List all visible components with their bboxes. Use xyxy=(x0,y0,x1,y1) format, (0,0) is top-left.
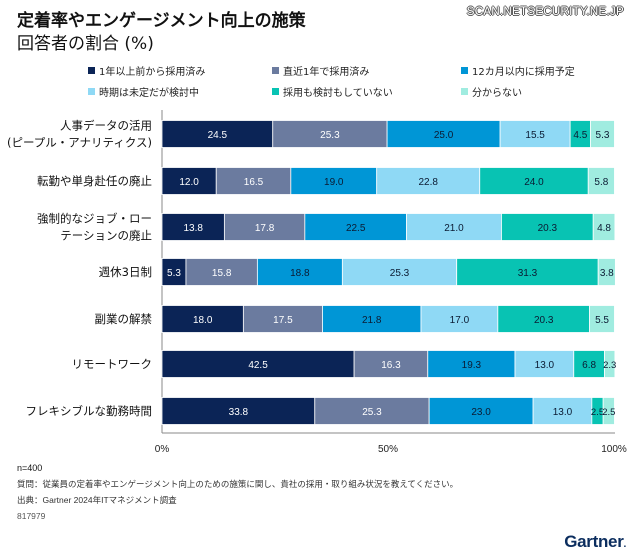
data-label: 19.0 xyxy=(324,177,344,188)
data-label: 4.8 xyxy=(597,223,611,234)
category-label: (ピープル・アナリティクス) xyxy=(7,136,152,150)
chart-title: 定着率やエンゲージメント向上の施策 xyxy=(17,11,306,31)
data-label: 16.3 xyxy=(381,360,401,371)
bar-segment xyxy=(420,305,499,333)
data-label: 18.0 xyxy=(193,315,213,326)
x-tick-label: 0% xyxy=(155,444,170,455)
bar-segment xyxy=(322,305,422,333)
bar-segment xyxy=(604,350,616,378)
bar-segment xyxy=(161,397,316,425)
bar-segment xyxy=(376,167,481,195)
category-label: 週休3日制 xyxy=(99,265,152,279)
category-label: 副業の解禁 xyxy=(95,312,153,326)
data-label: 6.8 xyxy=(582,360,596,371)
bar-segment xyxy=(428,397,534,425)
bar-segment xyxy=(587,167,615,195)
bar-segment xyxy=(501,213,594,241)
data-label: 5.8 xyxy=(594,177,608,188)
category-label: フレキシブルな勤務時間 xyxy=(26,404,153,418)
data-label: 21.0 xyxy=(444,223,464,234)
data-label: 25.3 xyxy=(390,268,410,279)
data-label: 25.3 xyxy=(362,407,382,418)
bar-segment xyxy=(256,258,343,286)
data-label: 24.0 xyxy=(524,177,544,188)
bar-segment xyxy=(272,120,388,148)
data-label: 15.5 xyxy=(525,130,545,141)
x-tick-label: 50% xyxy=(378,444,398,455)
bar-segment xyxy=(242,305,323,333)
category-label: リモートワーク xyxy=(72,357,153,371)
data-label: 25.0 xyxy=(434,130,454,141)
x-tick-label: 100% xyxy=(601,444,627,455)
data-label: 5.3 xyxy=(167,268,181,279)
question-note: 質問：従業員の定着率やエンゲージメント向上のための施策に関し、貴社の採用・取り組… xyxy=(17,479,459,489)
bar-segment xyxy=(161,120,274,148)
data-label: 4.5 xyxy=(573,130,587,141)
data-label: 2.5 xyxy=(591,407,604,418)
data-label: 20.3 xyxy=(538,223,558,234)
gartner-logo: Gartner. xyxy=(564,532,626,552)
data-label: 33.8 xyxy=(229,407,249,418)
figure-id: 817979 xyxy=(17,511,46,521)
bar-segment xyxy=(590,120,615,148)
bar-segment xyxy=(597,258,616,286)
data-label: 23.0 xyxy=(471,407,491,418)
data-label: 21.8 xyxy=(362,315,382,326)
chart-subtitle: 回答者の割合 (%) xyxy=(17,34,154,54)
bar-segment xyxy=(341,258,458,286)
bar-segment xyxy=(589,305,615,333)
data-label: 15.8 xyxy=(212,268,232,279)
data-label: 22.8 xyxy=(418,177,438,188)
data-label: 17.8 xyxy=(255,223,275,234)
bar-segment xyxy=(479,167,589,195)
category-label: 人事データの活用 xyxy=(60,119,152,133)
data-label: 5.5 xyxy=(595,315,609,326)
stacked-bar-chart: 0% 50% 100% 人事データの活用 (ピープル・アナリティクス) 転勤や単身赴任の廃… xyxy=(7,110,627,455)
data-label: 13.8 xyxy=(183,223,203,234)
data-label: 17.0 xyxy=(450,315,470,326)
bar-segment xyxy=(161,213,225,241)
data-label: 24.5 xyxy=(208,130,228,141)
sample-size-note: n=400 xyxy=(17,463,43,473)
logo-text: Gartner xyxy=(564,532,624,551)
data-label: 20.3 xyxy=(534,315,554,326)
bar-segment xyxy=(514,350,575,378)
data-label: 2.3 xyxy=(603,360,616,371)
category-label: 転勤や単身赴任の廃止 xyxy=(37,174,152,188)
data-label: 22.5 xyxy=(346,223,366,234)
data-label: 18.8 xyxy=(290,268,310,279)
data-label: 5.3 xyxy=(596,130,610,141)
bar-segment xyxy=(185,258,258,286)
bar-segment xyxy=(427,350,516,378)
data-label: 3.8 xyxy=(600,268,614,279)
data-label: 13.0 xyxy=(553,407,573,418)
data-label: 17.5 xyxy=(273,315,293,326)
data-label: 16.5 xyxy=(244,177,264,188)
data-label: 25.3 xyxy=(320,130,340,141)
bar-segment xyxy=(215,167,292,195)
data-label: 31.3 xyxy=(518,268,538,279)
data-label: 2.5 xyxy=(602,407,615,418)
data-label: 42.5 xyxy=(248,360,268,371)
data-label: 19.3 xyxy=(462,360,482,371)
data-label: 12.0 xyxy=(179,177,199,188)
bar-segment xyxy=(290,167,378,195)
logo-dot: . xyxy=(623,539,627,550)
watermark: SCAN.NETSECURITY.NE.JP xyxy=(466,6,624,18)
bar-segment xyxy=(592,213,616,241)
category-label: 強制的なジョブ・ロー xyxy=(37,212,152,226)
bar-segment xyxy=(499,120,571,148)
bar-segment xyxy=(573,350,605,378)
bar-segment xyxy=(602,397,615,425)
data-label: 13.0 xyxy=(535,360,555,371)
bar-segment xyxy=(314,397,430,425)
source-note: 出典：Gartner 2024年ITマネジメント調査 xyxy=(17,495,177,505)
category-label: テーションの廃止 xyxy=(60,229,152,243)
